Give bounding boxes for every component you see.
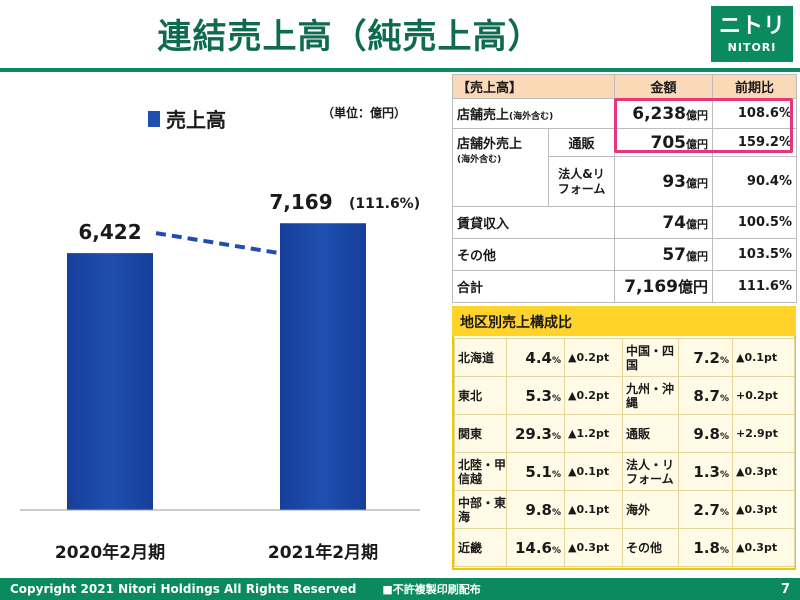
chart-unit-label: （単位：億円） bbox=[322, 106, 407, 120]
region-name: 中国・四国 bbox=[622, 338, 679, 377]
region-name: 北陸・甲信越 bbox=[454, 452, 507, 491]
region-name: その他 bbox=[622, 528, 679, 567]
growth-annotation: (111.6%) bbox=[349, 196, 420, 212]
region-share: 1.8% bbox=[678, 528, 733, 567]
sales-header-label: 【売上高】 bbox=[451, 74, 616, 99]
bar-2 bbox=[280, 223, 366, 511]
region-change: ▲0.1pt bbox=[732, 338, 795, 377]
sales-row-amount: 57億円 bbox=[614, 238, 714, 271]
notice-text: ■不許複製印刷配布 bbox=[382, 583, 481, 596]
data-label-2: 7,169 bbox=[269, 190, 332, 214]
logo-main-text: ニトリ bbox=[718, 13, 785, 39]
regional-share-table: 北海道 4.4% ▲0.2pt 中国・四国 7.2% ▲0.1pt 東北 5.3% ▲0.2pt… bbox=[454, 338, 795, 567]
highlight-box bbox=[614, 98, 793, 153]
region-title: 地区別売上構成比 bbox=[452, 306, 796, 336]
sales-breakdown-table: 【売上高】 金額 前期比 店舗売上(海外含む) 6,238億円 108.6% 店… bbox=[451, 74, 798, 303]
page-title: 連結売上高（純売上高） bbox=[157, 16, 543, 57]
region-row: 関東 29.3% ▲1.2pt 通販 9.8% +2.9pt bbox=[454, 414, 795, 453]
region-change: ▲0.1pt bbox=[564, 452, 623, 491]
sales-bar-chart: 6,422 2020年2月期 7,169 2021年2月期 (111.6%) bbox=[20, 190, 420, 563]
trend-line bbox=[155, 231, 281, 256]
region-name: 中部・東海 bbox=[454, 490, 507, 529]
region-name: 通販 bbox=[622, 414, 679, 453]
category-label-2: 2021年2月期 bbox=[268, 542, 378, 563]
region-change: ▲0.3pt bbox=[732, 528, 795, 567]
chart-legend: 売上高 bbox=[148, 104, 226, 133]
region-share: 8.7% bbox=[678, 376, 733, 415]
region-change: +2.9pt bbox=[732, 414, 795, 453]
sales-row-ratio: 100.5% bbox=[712, 206, 798, 239]
sales-total-label: 合計 bbox=[451, 270, 616, 303]
region-name: 近畿 bbox=[454, 528, 507, 567]
sales-row-label: 店舗売上(海外含む) bbox=[451, 98, 616, 129]
region-row: 北陸・甲信越 5.1% ▲0.1pt 法人・リフォーム 1.3% ▲0.3pt bbox=[454, 452, 795, 491]
sales-row-amount: 93億円 bbox=[614, 156, 714, 207]
region-name: 東北 bbox=[454, 376, 507, 415]
region-share: 9.8% bbox=[506, 490, 565, 529]
region-row: 中部・東海 9.8% ▲0.1pt 海外 2.7% ▲0.3pt bbox=[454, 490, 795, 529]
bar-1 bbox=[67, 253, 153, 510]
region-share: 7.2% bbox=[678, 338, 733, 377]
region-share: 5.1% bbox=[506, 452, 565, 491]
region-change: +0.2pt bbox=[732, 376, 795, 415]
region-share: 1.3% bbox=[678, 452, 733, 491]
header-divider bbox=[0, 68, 800, 72]
region-name: 北海道 bbox=[454, 338, 507, 377]
region-change: ▲0.3pt bbox=[564, 528, 623, 567]
region-name: 法人・リフォーム bbox=[622, 452, 679, 491]
sales-total-ratio: 111.6% bbox=[712, 270, 798, 303]
footer: Copyright 2021 Nitori Holdings All Right… bbox=[0, 578, 800, 600]
region-name: 九州・沖縄 bbox=[622, 376, 679, 415]
legend-label: 売上高 bbox=[166, 108, 226, 132]
region-row: 近畿 14.6% ▲0.3pt その他 1.8% ▲0.3pt bbox=[454, 528, 795, 567]
region-change: ▲0.3pt bbox=[732, 452, 795, 491]
region-row: 北海道 4.4% ▲0.2pt 中国・四国 7.2% ▲0.1pt bbox=[454, 338, 795, 377]
sales-row-label: その他 bbox=[451, 238, 616, 271]
region-share: 9.8% bbox=[678, 414, 733, 453]
region-change: ▲0.1pt bbox=[564, 490, 623, 529]
page-number: 7 bbox=[780, 581, 790, 597]
sales-row-channel: 法人&リフォーム bbox=[547, 156, 616, 207]
logo-sub-text: NITORI bbox=[727, 40, 777, 54]
region-name: 関東 bbox=[454, 414, 507, 453]
region-share: 29.3% bbox=[506, 414, 565, 453]
copyright-text: Copyright 2021 Nitori Holdings All Right… bbox=[10, 582, 357, 596]
region-change: ▲1.2pt bbox=[564, 414, 623, 453]
sales-row-label: 店舗外売上 (海外含む) bbox=[452, 128, 549, 207]
legend-swatch bbox=[148, 110, 160, 127]
sales-row-channel: 通販 bbox=[547, 128, 616, 157]
region-row: 東北 5.3% ▲0.2pt 九州・沖縄 8.7% +0.2pt bbox=[454, 376, 795, 415]
sales-row-amount: 74億円 bbox=[614, 206, 714, 239]
sales-total-amount: 7,169億円 bbox=[614, 270, 714, 303]
sales-row-label: 賃貸収入 bbox=[451, 206, 616, 239]
region-share: 5.3% bbox=[506, 376, 565, 415]
region-change: ▲0.2pt bbox=[564, 338, 623, 377]
sales-row-ratio: 103.5% bbox=[712, 238, 798, 271]
region-change: ▲0.3pt bbox=[732, 490, 795, 529]
region-change: ▲0.2pt bbox=[564, 376, 623, 415]
region-share: 14.6% bbox=[506, 528, 565, 567]
region-share: 2.7% bbox=[678, 490, 733, 529]
region-name: 海外 bbox=[622, 490, 679, 529]
category-label-1: 2020年2月期 bbox=[55, 542, 165, 563]
sales-header-ratio: 前期比 bbox=[712, 74, 798, 99]
region-share: 4.4% bbox=[506, 338, 565, 377]
data-label-1: 6,422 bbox=[78, 220, 141, 244]
sales-header-amount: 金額 bbox=[614, 74, 714, 99]
sales-row-ratio: 90.4% bbox=[712, 156, 798, 207]
nitori-logo: ニトリ NITORI bbox=[711, 6, 793, 62]
sales-row-ratio: 108.6% bbox=[712, 98, 798, 129]
